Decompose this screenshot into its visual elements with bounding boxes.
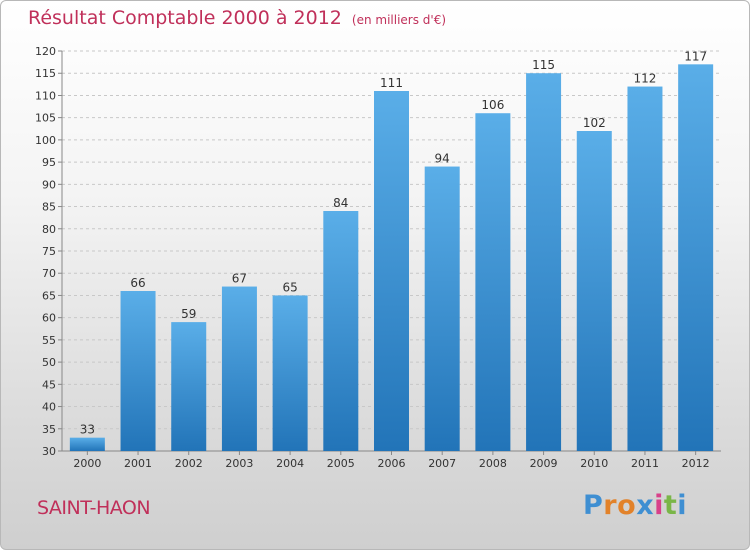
bar xyxy=(576,131,612,451)
y-tick-label: 70 xyxy=(42,267,56,280)
y-tick-label: 35 xyxy=(42,423,56,436)
bar xyxy=(374,91,409,451)
x-tick-label: 2011 xyxy=(631,457,659,470)
x-tick-label: 2003 xyxy=(225,457,253,470)
y-tick-label: 115 xyxy=(35,67,56,80)
bar xyxy=(627,86,663,452)
axes: 30 35 40 45 50 55 60 65 70 75 80 85 90 95 100 105 110 115… xyxy=(35,45,721,458)
bar xyxy=(526,73,562,451)
bar xyxy=(424,166,460,452)
x-tick-label: 2002 xyxy=(175,457,203,470)
bar xyxy=(678,64,714,452)
y-tick-label: 60 xyxy=(42,312,56,325)
y-tick-label: 120 xyxy=(35,45,56,58)
logo-letter: x xyxy=(636,490,655,521)
y-tick-label: 110 xyxy=(35,89,56,102)
bar xyxy=(69,437,105,451)
data-label: 67 xyxy=(232,272,247,286)
bar xyxy=(120,291,156,451)
bar xyxy=(323,211,359,451)
x-tick-label: 2006 xyxy=(378,457,406,470)
proxiti-logo: Proxiti xyxy=(583,490,687,521)
x-tick-label: 2004 xyxy=(276,457,304,470)
data-label: 117 xyxy=(684,49,707,63)
x-tick-label: 2010 xyxy=(580,457,608,470)
y-tick-label: 90 xyxy=(42,178,56,191)
data-label: 84 xyxy=(333,196,348,210)
data-label: 112 xyxy=(634,72,657,86)
chart-title-text: Résultat Comptable 2000 à 2012 xyxy=(28,7,342,29)
chart-unit: (en milliers d'€) xyxy=(351,13,447,27)
bar xyxy=(272,295,308,451)
y-tick-label: 45 xyxy=(42,378,56,391)
data-label: 59 xyxy=(181,307,196,321)
x-tick-label: 2012 xyxy=(682,457,710,470)
x-tick-label: 2001 xyxy=(124,457,152,470)
x-tick-label: 2007 xyxy=(428,457,456,470)
data-label: 65 xyxy=(282,280,297,294)
logo-letter: o xyxy=(617,490,637,521)
y-tick-label: 55 xyxy=(42,334,56,347)
data-label: 33 xyxy=(80,423,95,437)
data-label: 94 xyxy=(435,152,450,166)
x-tick-label: 2005 xyxy=(327,457,355,470)
y-tick-label: 85 xyxy=(42,201,56,214)
y-tick-label: 50 xyxy=(42,356,56,369)
y-tick-label: 75 xyxy=(42,245,56,258)
x-tick-label: 2000 xyxy=(73,457,101,470)
y-tick-label: 40 xyxy=(42,401,56,414)
x-tick-label: 2008 xyxy=(479,457,507,470)
bars xyxy=(69,64,714,452)
data-label: 106 xyxy=(481,98,504,112)
logo-letter: r xyxy=(603,490,618,521)
y-tick-label: 100 xyxy=(35,134,56,147)
bar xyxy=(171,322,207,451)
data-label: 102 xyxy=(583,116,606,130)
bar xyxy=(221,286,257,451)
city-name: SAINT-HAON xyxy=(37,497,151,519)
labels: 33 2000 66 2001 59 2002 67 2003 65 2004 84 2005 111 2… xyxy=(73,49,709,470)
chart-title: Résultat Comptable 2000 à 2012 (en millie… xyxy=(28,7,446,29)
y-tick-label: 65 xyxy=(42,289,56,302)
y-tick-label: 105 xyxy=(35,112,56,125)
x-tick-label: 2009 xyxy=(530,457,558,470)
bar xyxy=(475,113,511,451)
logo-letter: i xyxy=(654,490,664,521)
y-tick-label: 80 xyxy=(42,223,56,236)
y-tick-label: 30 xyxy=(42,445,56,458)
data-label: 115 xyxy=(532,58,555,72)
y-tick-label: 95 xyxy=(42,156,56,169)
logo-letter: P xyxy=(583,490,604,521)
data-label: 111 xyxy=(380,76,403,90)
data-label: 66 xyxy=(130,276,145,290)
logo-letter: i xyxy=(677,490,688,521)
logo-letter: t xyxy=(663,490,678,521)
